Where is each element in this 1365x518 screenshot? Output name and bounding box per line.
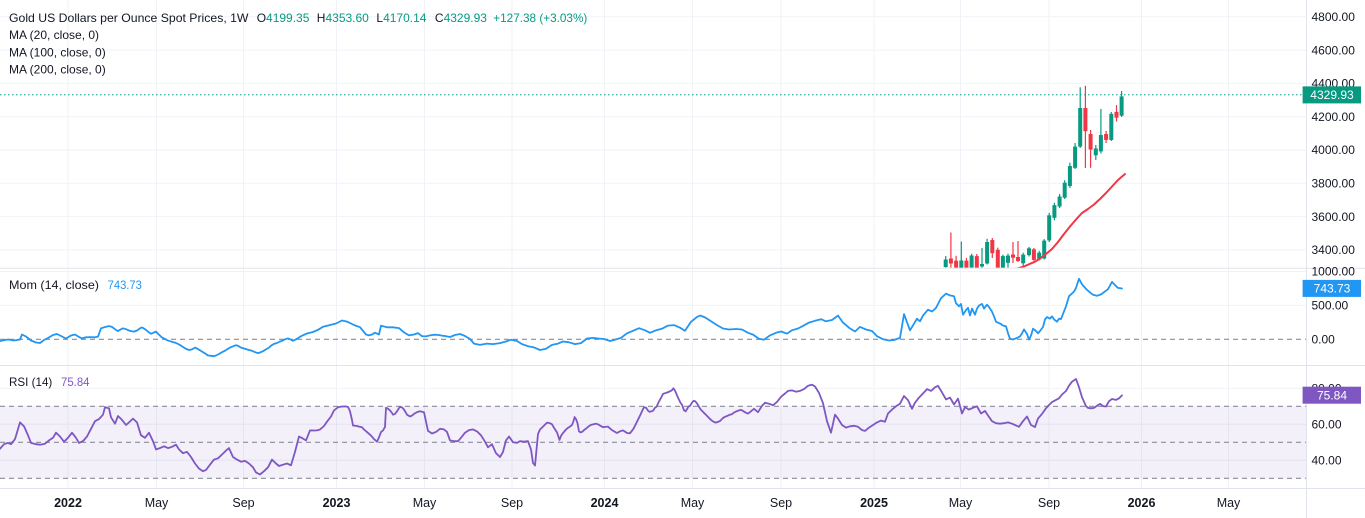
svg-text:1000.00: 1000.00 (1312, 265, 1356, 279)
svg-text:Sep: Sep (770, 496, 792, 510)
svg-text:4600.00: 4600.00 (1312, 43, 1356, 57)
svg-text:2025: 2025 (860, 496, 888, 510)
svg-text:Gold US Dollars per Ounce Spot: Gold US Dollars per Ounce Spot Prices, 1… (9, 11, 587, 25)
svg-text:743.73: 743.73 (1314, 282, 1351, 296)
svg-text:3800.00: 3800.00 (1312, 177, 1356, 191)
svg-text:4200.00: 4200.00 (1312, 110, 1356, 124)
svg-text:4000.00: 4000.00 (1312, 143, 1356, 157)
svg-text:Mom (14, close)743.73: Mom (14, close) 743.73 (9, 278, 142, 292)
svg-text:May: May (413, 496, 437, 510)
svg-text:2023: 2023 (323, 496, 351, 510)
svg-text:MA (20, close, 0): MA (20, close, 0) (9, 28, 99, 42)
svg-text:3400.00: 3400.00 (1312, 243, 1356, 257)
svg-text:MA (200, close, 0): MA (200, close, 0) (9, 63, 106, 77)
svg-text:40.00: 40.00 (1312, 454, 1342, 468)
svg-text:Sep: Sep (501, 496, 523, 510)
svg-text:2024: 2024 (591, 496, 619, 510)
svg-text:May: May (145, 496, 169, 510)
svg-text:Sep: Sep (232, 496, 254, 510)
svg-text:MA (100, close, 0): MA (100, close, 0) (9, 46, 106, 60)
svg-text:2026: 2026 (1128, 496, 1156, 510)
svg-text:Sep: Sep (1038, 496, 1060, 510)
svg-text:2022: 2022 (54, 496, 82, 510)
svg-text:May: May (681, 496, 705, 510)
svg-text:May: May (949, 496, 973, 510)
svg-text:4329.93: 4329.93 (1310, 88, 1354, 102)
svg-text:0.00: 0.00 (1312, 333, 1336, 347)
svg-text:60.00: 60.00 (1312, 418, 1342, 432)
svg-text:75.84: 75.84 (1317, 388, 1347, 402)
svg-text:May: May (1217, 496, 1241, 510)
svg-text:3600.00: 3600.00 (1312, 210, 1356, 224)
svg-text:500.00: 500.00 (1312, 299, 1349, 313)
svg-text:RSI (14)75.84: RSI (14) 75.84 (9, 375, 90, 389)
svg-text:4800.00: 4800.00 (1312, 10, 1356, 24)
